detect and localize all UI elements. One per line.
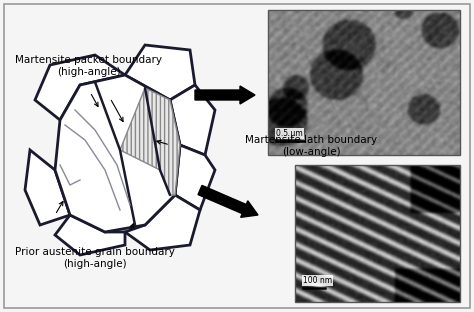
Polygon shape (55, 75, 180, 232)
Polygon shape (125, 45, 195, 100)
Polygon shape (175, 145, 215, 210)
FancyArrow shape (195, 86, 255, 104)
Text: Martensite packet boundary
(high-angle): Martensite packet boundary (high-angle) (15, 55, 162, 77)
Polygon shape (25, 150, 70, 225)
Text: 100 nm: 100 nm (303, 276, 332, 285)
Polygon shape (120, 88, 180, 195)
Text: 0.5 μm: 0.5 μm (276, 129, 303, 138)
Polygon shape (35, 55, 125, 120)
Polygon shape (125, 195, 200, 250)
FancyArrow shape (198, 185, 258, 217)
Polygon shape (55, 215, 125, 255)
Text: Martensite lath boundary
(low-angle): Martensite lath boundary (low-angle) (245, 135, 377, 157)
Bar (295, 165, 460, 302)
Text: Prior austenite grain boundary
(high-angle): Prior austenite grain boundary (high-ang… (15, 247, 175, 269)
Bar (268, 10, 460, 155)
Polygon shape (170, 85, 215, 155)
